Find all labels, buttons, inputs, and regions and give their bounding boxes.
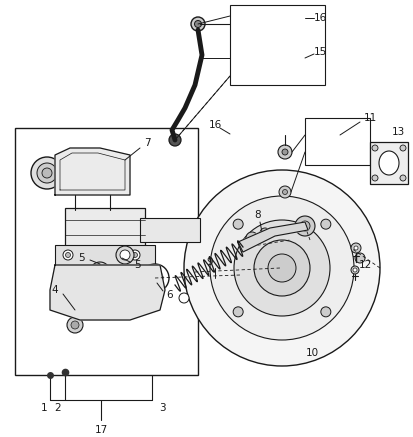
- Text: 15: 15: [313, 47, 326, 57]
- Text: 12: 12: [358, 260, 371, 270]
- Circle shape: [233, 219, 242, 229]
- Text: 13: 13: [390, 127, 404, 137]
- Circle shape: [278, 186, 290, 198]
- Circle shape: [254, 240, 309, 296]
- Circle shape: [399, 175, 405, 181]
- Circle shape: [267, 254, 295, 282]
- Text: 16: 16: [313, 13, 326, 23]
- Circle shape: [90, 262, 110, 282]
- Text: 7: 7: [143, 138, 150, 148]
- Circle shape: [95, 267, 105, 277]
- Circle shape: [277, 145, 291, 159]
- Circle shape: [371, 145, 377, 151]
- Circle shape: [233, 307, 242, 317]
- Circle shape: [95, 282, 115, 302]
- Circle shape: [233, 220, 329, 316]
- Circle shape: [299, 221, 309, 231]
- Circle shape: [65, 253, 70, 257]
- Circle shape: [209, 196, 353, 340]
- Ellipse shape: [378, 151, 398, 175]
- Text: 6: 6: [166, 290, 173, 300]
- Bar: [65, 208, 145, 250]
- Circle shape: [190, 17, 204, 31]
- Circle shape: [120, 250, 130, 260]
- Bar: [55, 245, 154, 265]
- Circle shape: [399, 145, 405, 151]
- Circle shape: [132, 253, 137, 257]
- Circle shape: [294, 216, 314, 236]
- Bar: [15, 128, 197, 375]
- Circle shape: [90, 290, 100, 300]
- Text: 10: 10: [305, 348, 318, 358]
- Circle shape: [71, 321, 79, 329]
- Circle shape: [141, 264, 169, 292]
- Circle shape: [130, 250, 140, 260]
- Circle shape: [281, 149, 287, 155]
- Circle shape: [194, 21, 201, 28]
- Circle shape: [37, 163, 57, 183]
- Circle shape: [282, 190, 287, 194]
- Circle shape: [353, 246, 357, 250]
- Bar: [304, 118, 369, 165]
- Bar: [140, 218, 199, 242]
- Circle shape: [183, 170, 379, 366]
- Text: 11: 11: [363, 113, 376, 123]
- Text: 1: 1: [40, 403, 47, 413]
- Circle shape: [320, 307, 330, 317]
- Circle shape: [320, 219, 330, 229]
- Circle shape: [352, 268, 356, 272]
- Polygon shape: [237, 222, 307, 252]
- Text: 2: 2: [55, 403, 61, 413]
- Circle shape: [354, 253, 364, 263]
- Polygon shape: [55, 148, 130, 195]
- Circle shape: [178, 293, 189, 303]
- Circle shape: [371, 175, 377, 181]
- Polygon shape: [50, 265, 165, 320]
- Text: 5: 5: [78, 253, 85, 263]
- Circle shape: [350, 243, 360, 253]
- Circle shape: [350, 266, 358, 274]
- Circle shape: [169, 134, 180, 146]
- Text: 4: 4: [52, 285, 58, 295]
- Text: 5: 5: [134, 260, 141, 270]
- Circle shape: [147, 270, 163, 286]
- Bar: [230, 5, 324, 85]
- Circle shape: [31, 157, 63, 189]
- Circle shape: [87, 274, 123, 310]
- Text: 16: 16: [208, 120, 221, 130]
- Circle shape: [42, 168, 52, 178]
- Text: 17: 17: [94, 425, 107, 435]
- Bar: [369, 142, 407, 184]
- Text: 8: 8: [254, 210, 261, 220]
- Circle shape: [63, 250, 73, 260]
- Text: 3: 3: [158, 403, 165, 413]
- Circle shape: [67, 317, 83, 333]
- Circle shape: [116, 246, 134, 264]
- Circle shape: [245, 232, 257, 244]
- Text: 9: 9: [206, 257, 213, 267]
- Circle shape: [259, 228, 269, 238]
